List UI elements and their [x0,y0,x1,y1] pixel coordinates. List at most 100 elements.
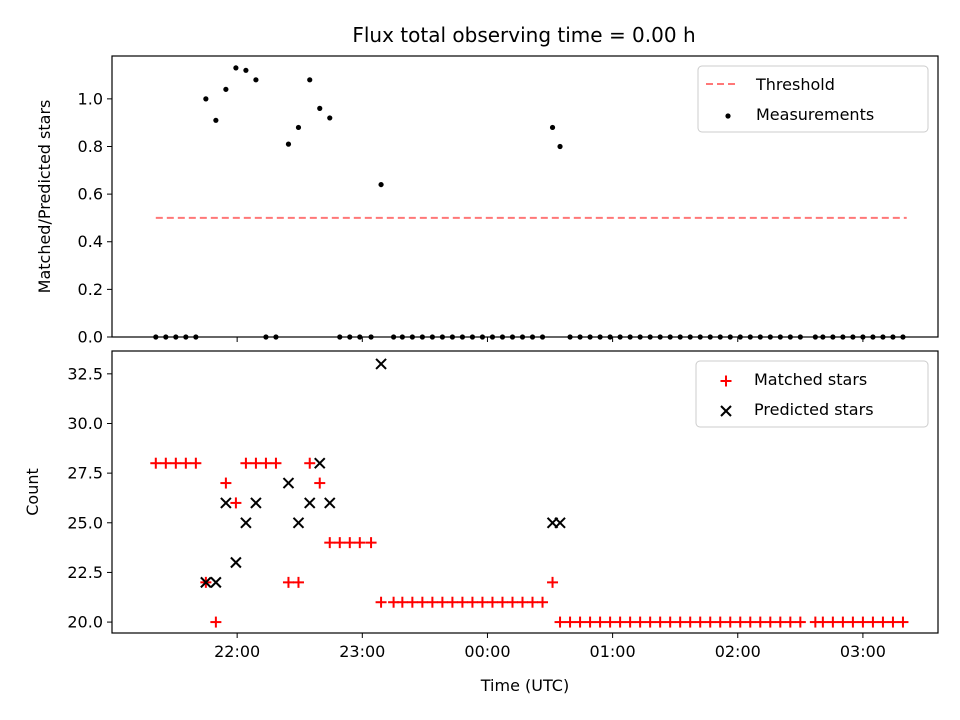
ratio-legend-box [697,65,929,133]
predicted-star-point [324,497,336,509]
count-panel: 20.0 22.5 25.0 27.5 30.0 32.5 22:00 23:00 00:00 0… [23,350,939,695]
count-y-axis-label: Count [23,468,42,516]
ratio-y-tick-label: 0.4 [78,232,103,251]
matched-star-point [704,616,716,628]
predicted-star-point [304,497,316,509]
matched-star-point [537,596,549,608]
x-stroke-b [720,405,732,417]
matched-star-point [897,616,909,628]
measurement-point [378,181,384,188]
matched-star-point [190,457,202,469]
legend-measurement-handle [725,113,731,119]
matched-star-point [604,616,616,628]
x-stroke-b [292,517,305,529]
matched-star-point [456,596,468,608]
matched-star-point [857,616,869,628]
matched-star-point [564,616,576,628]
matched-star-point [426,596,438,608]
matched-star-point [764,616,776,628]
matched-star-point [344,537,356,549]
count-plot-frame [111,350,939,634]
matched-star-point [260,457,272,469]
x-stroke-b [250,497,262,509]
predicted-star-point [314,457,326,469]
count-y-tick-label: 20.0 [67,613,103,632]
predicted-star-point [250,497,262,509]
x-axis-label: Time (UTC) [480,676,569,695]
measurement-point [223,86,229,92]
legend-label: Measurements [756,105,874,124]
matched-star-point [270,457,282,469]
measurement-point [253,77,259,83]
ratio-panel: 0.0 0.2 0.4 0.6 0.8 1.0 Matched/Predicted sta… [35,55,939,347]
measurement-point [557,143,563,150]
matched-star-point [446,596,458,608]
measurement-point [317,105,323,111]
matched-star-point [324,537,336,549]
count-y-tick-label: 30.0 [67,414,103,433]
matched-star-point [624,616,636,628]
matched-star-point [396,596,408,608]
legend-label: Threshold [755,75,835,94]
matched-star-point [634,616,646,628]
matched-star-point [516,596,528,608]
ratio-y-tick-label: 0.8 [78,137,103,156]
matched-star-point [654,616,666,628]
predicted-star-point [282,477,295,489]
measurement-point [549,124,556,131]
measurement-point [203,96,209,102]
x-stroke-b [375,358,387,370]
matched-star-point [334,537,346,549]
ratio-y-tick-label: 0.2 [78,280,103,299]
matched-star-point [170,457,182,469]
matched-star-point [496,596,508,608]
matched-star-point [817,616,829,628]
matched-star-point [887,616,899,628]
x-tick-label: 01:00 [590,642,636,661]
matched-star-point [406,596,418,608]
matched-star-point [794,616,806,628]
count-legend-box [695,360,929,428]
legend-matched-handle [720,375,732,387]
matched-star-point [584,616,596,628]
matched-star-point [714,616,726,628]
matched-star-point [375,596,387,608]
matched-star-point [230,497,242,509]
measurement-point [213,117,219,123]
count-y-tick-label: 25.0 [67,513,103,532]
matched-star-point [734,616,746,628]
matched-star-point [160,457,172,469]
legend-label: Matched stars [754,370,867,389]
matched-star-point [240,457,252,469]
matched-star-point [506,596,518,608]
matched-star-point [614,616,626,628]
matched-star-point [180,457,192,469]
x-tick-label: 02:00 [715,642,761,661]
chart-title: Flux total observing time = 0.00 h [352,23,695,47]
x-stroke-b [554,517,566,529]
matched-star-point [365,537,377,549]
measurement-point [295,124,302,131]
matched-star-point [784,616,796,628]
count-y-tick-label: 32.5 [67,364,103,383]
predicted-star-point [230,556,242,569]
x-stroke-b [230,556,242,569]
x-tick-label: 22:00 [214,642,260,661]
matched-star-point [827,616,839,628]
matched-star-point [292,576,304,588]
matched-star-point [744,616,756,628]
matched-star-point [416,596,428,608]
legend-label: Predicted stars [754,400,874,419]
matched-star-point [847,616,859,628]
predicted-star-point [220,497,232,509]
ratio-plot-frame [111,55,939,338]
matched-star-point [694,616,706,628]
matched-star-point [547,576,559,588]
matched-star-point [304,457,316,469]
matched-star-point [877,616,889,628]
matched-star-point [354,537,366,549]
matched-star-point [664,616,676,628]
x-tick-label: 03:00 [840,642,886,661]
matched-star-point [594,616,606,628]
